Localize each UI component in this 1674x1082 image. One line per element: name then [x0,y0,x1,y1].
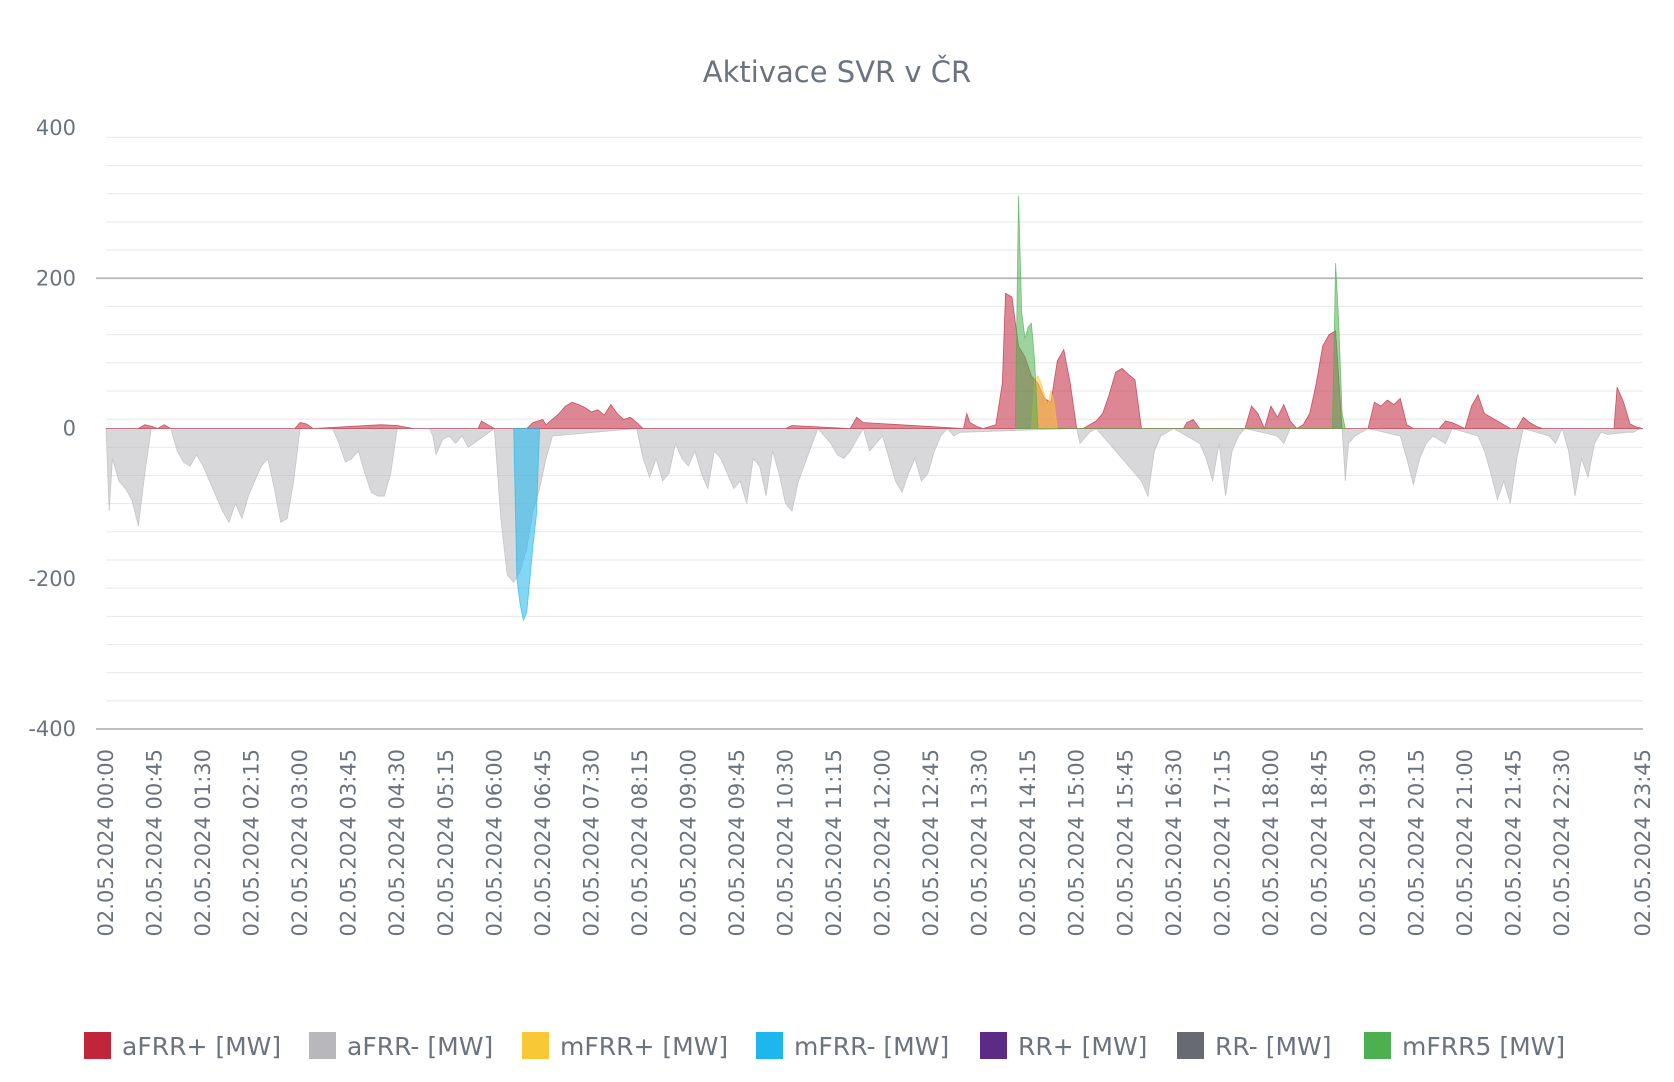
x-tick-label: 02.05.2024 02:15 [240,749,264,936]
x-tick-label: 02.05.2024 09:00 [676,749,700,936]
y-tick-label: 400 [36,116,76,140]
x-tick-label: 02.05.2024 14:15 [1016,749,1040,936]
legend-swatch [980,1032,1007,1059]
x-tick-label: 02.05.2024 01:30 [191,749,215,936]
x-tick-label: 02.05.2024 20:15 [1405,749,1429,936]
y-tick-label: -200 [28,567,76,591]
legend-item-afrr-mw[interactable]: aFRR- [MW] [309,1032,493,1061]
x-tick-label: 02.05.2024 18:45 [1307,749,1331,936]
legend-item-mfrr-mw[interactable]: mFRR- [MW] [756,1032,949,1061]
legend: aFRR+ [MW] aFRR- [MW] mFRR+ [MW] mFRR- [MW]… [84,1032,1565,1061]
legend-item-mfrr5-mw[interactable]: mFRR5 [MW] [1364,1032,1565,1061]
legend-label: RR+ [MW] [1018,1032,1147,1061]
legend-label: aFRR- [MW] [347,1032,493,1061]
x-tick-label: 02.05.2024 12:00 [871,749,895,936]
legend-item-rr-mw[interactable]: RR- [MW] [1177,1032,1332,1061]
series-area-mfrr-mw [513,428,541,622]
series-area-mfrr-mw [1030,375,1058,429]
x-axis-tick-labels: 02.05.2024 00:00 02.05.2024 00:45 02.05.20… [94,749,1655,936]
legend-swatch [309,1032,336,1059]
x-tick-label: 02.05.2024 19:30 [1356,749,1380,936]
legend-label: aFRR+ [MW] [122,1032,281,1061]
y-tick-label: 0 [63,417,76,441]
plot-area [105,195,1644,622]
x-tick-label: 02.05.2024 13:30 [968,749,992,936]
x-tick-label: 02.05.2024 05:15 [434,749,458,936]
x-tick-label: 02.05.2024 18:00 [1259,749,1283,936]
x-tick-label: 02.05.2024 15:00 [1065,749,1089,936]
legend-swatch [522,1032,549,1059]
legend-swatch [756,1032,783,1059]
x-tick-label: 02.05.2024 00:00 [94,749,118,936]
x-tick-label: 02.05.2024 10:30 [774,749,798,936]
x-tick-label: 02.05.2024 06:45 [531,749,555,936]
legend-item-afrr-mw[interactable]: aFRR+ [MW] [84,1032,281,1061]
chart-title: Aktivace SVR v ČR [703,55,971,89]
x-tick-label: 02.05.2024 12:45 [919,749,943,936]
x-tick-label: 02.05.2024 21:45 [1502,749,1526,936]
x-tick-label: 02.05.2024 00:45 [143,749,167,936]
x-tick-label: 02.05.2024 04:30 [385,749,409,936]
legend-swatch [1177,1032,1204,1059]
legend-label: mFRR5 [MW] [1402,1032,1565,1061]
legend-item-rr-mw[interactable]: RR+ [MW] [980,1032,1147,1061]
x-tick-label: 02.05.2024 09:45 [725,749,749,936]
y-axis-tick-labels: 400 200 0 -200 -400 [28,116,76,741]
x-tick-label: 02.05.2024 11:15 [822,749,846,936]
x-tick-label: 02.05.2024 06:00 [482,749,506,936]
x-tick-label: 02.05.2024 22:30 [1550,749,1574,936]
series-area-afrr-mw [105,427,1643,584]
x-tick-label: 02.05.2024 03:00 [288,749,312,936]
legend-swatch [84,1032,111,1059]
legend-label: mFRR+ [MW] [560,1032,728,1061]
x-tick-label: 02.05.2024 08:15 [628,749,652,936]
legend-swatch [1364,1032,1391,1059]
x-tick-label: 02.05.2024 15:45 [1113,749,1137,936]
legend-label: RR- [MW] [1215,1032,1332,1061]
x-tick-label: 02.05.2024 23:45 [1631,749,1655,936]
series-area-mfrr5-mw [1014,195,1346,429]
x-tick-label: 02.05.2024 16:30 [1162,749,1186,936]
x-tick-label: 02.05.2024 17:15 [1210,749,1234,936]
x-tick-label: 02.05.2024 03:45 [337,749,361,936]
legend-item-mfrr-mw[interactable]: mFRR+ [MW] [522,1032,728,1061]
y-tick-label: 200 [36,266,76,290]
x-tick-label: 02.05.2024 21:00 [1453,749,1477,936]
series-area-afrr-mw [106,292,1644,430]
legend-label: mFRR- [MW] [794,1032,949,1061]
x-tick-label: 02.05.2024 07:30 [579,749,603,936]
y-tick-label: -400 [28,717,76,741]
